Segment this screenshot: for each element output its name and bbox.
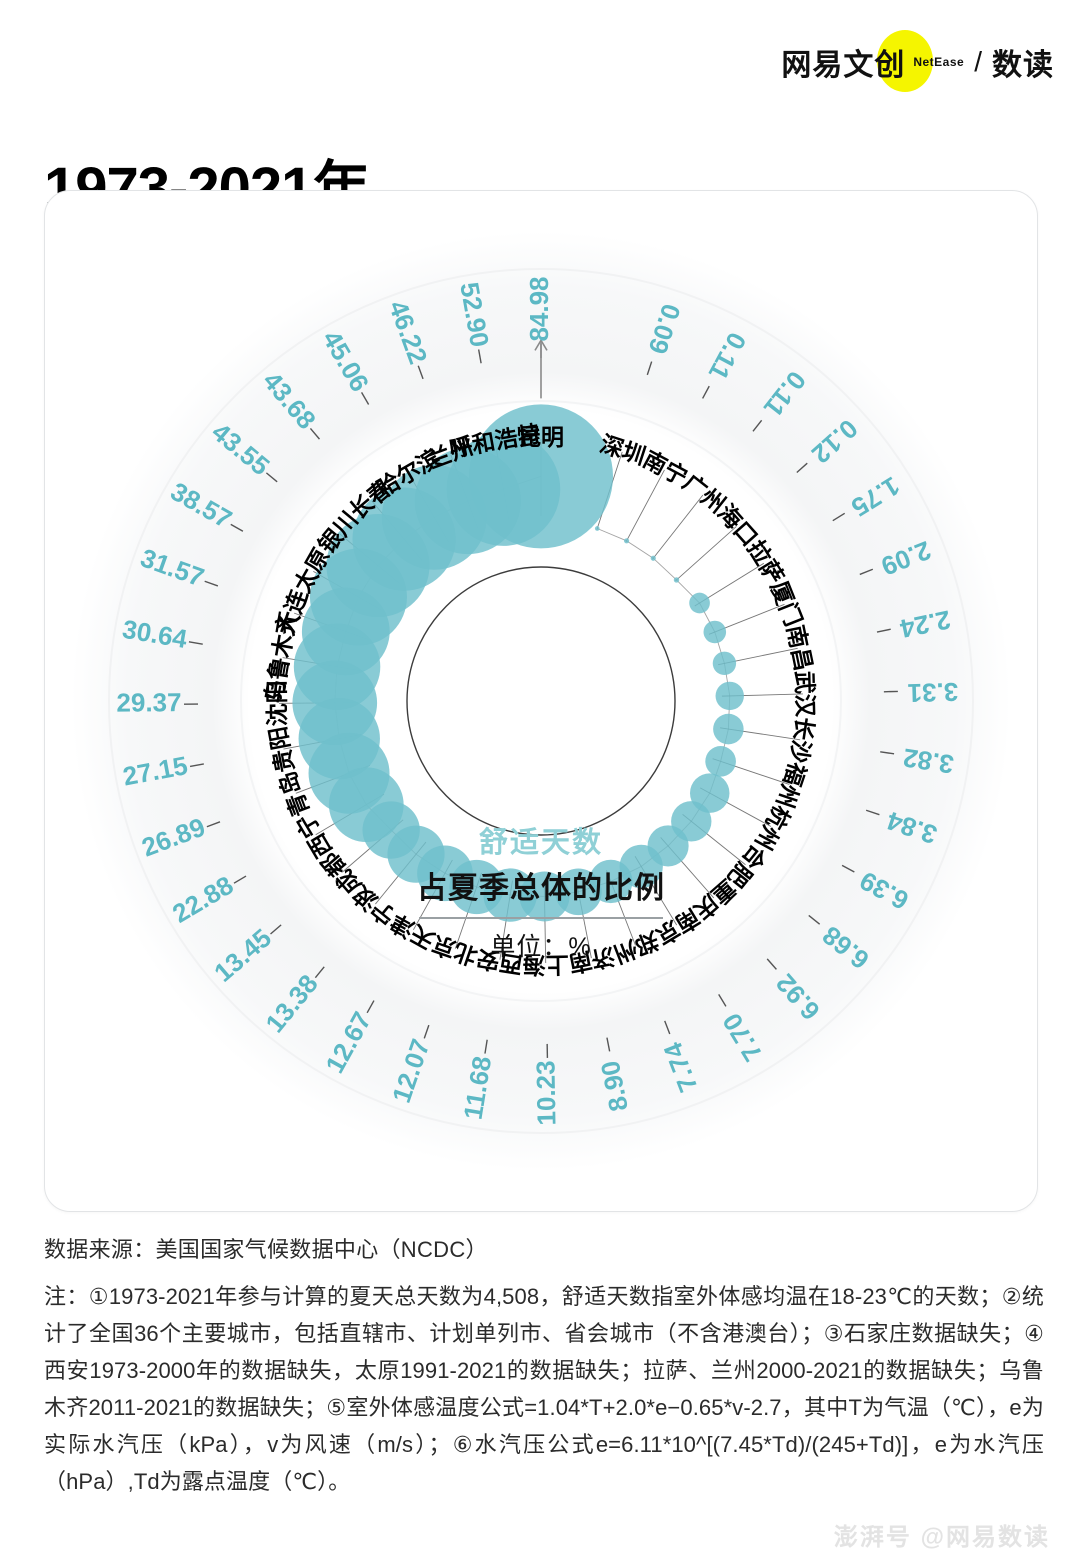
bubble-深圳[interactable] [594,526,600,531]
chart-center-legend: 舒适天数 占夏季总体的比例 单位：% [391,819,691,963]
logo-yellow-circle-icon [877,30,934,92]
max-value-arrow-icon [534,338,548,399]
logo-slash: / [974,46,982,77]
center-title: 舒适天数 [478,827,603,859]
bubble-南宁[interactable] [623,538,630,544]
value-label-昆明: 84.98 [524,276,554,341]
logo-text-cn: 网易文创 [781,49,906,82]
city-label-沈阳: 沈阳 [264,680,290,726]
footnote: 注：①1973-2021年参与计算的夏天总天数为4,508，舒适天数指室外体感均… [44,1284,1044,1494]
center-divider [419,917,663,919]
bubble-海口[interactable] [673,577,680,583]
bubble-长沙[interactable] [713,713,744,745]
watermark: 澎湃号 @网易数读 [833,1524,1050,1551]
logo-text-en: NetEase [913,55,965,69]
center-unit: 单位：% [490,933,592,961]
bubble-南昌[interactable] [712,651,737,676]
data-source: 数据来源：美国国家气候数据中心（NCDC） [44,1237,488,1262]
value-label-沈阳: 29.37 [116,687,181,718]
center-subtitle: 占夏季总体的比例 [417,872,665,905]
chart-card: 昆明 84.98 呼和浩特 52.90 兰州 46.22 哈尔滨 45.06 长春 43.68 银川… [44,190,1038,1212]
page-header: 1973-2021年， 国内的主要城市夏季舒适天数排行 网易文创 NetEase… [0,0,1080,419]
bubble-厦门[interactable] [703,620,727,644]
logo-text-cn2: 数读 [992,49,1054,82]
city-label-上海: 上海 [523,951,569,978]
brand-logo: 网易文创 NetEase / 数读 [781,30,1054,92]
bubble-拉萨[interactable] [689,592,710,614]
value-label-上海: 10.23 [530,1060,561,1126]
value-label-武汉: 3.31 [907,677,958,708]
city-label-武汉: 武汉 [791,671,818,719]
bubble-杭州[interactable] [689,773,730,813]
bubble-福州[interactable] [705,746,736,777]
city-label-昆明: 昆明 [518,424,564,450]
bubble-武汉[interactable] [715,681,744,711]
center-ring [406,566,676,836]
radial-bubble-chart: 昆明84.98呼和浩特52.90兰州46.22哈尔滨45.06长春43.68银川… [71,231,1011,1171]
bubble-合肥[interactable] [671,801,712,842]
value-label-长沙: 3.82 [901,743,955,780]
footer: 数据来源：美国国家气候数据中心（NCDC） 注：①1973-2021年参与计算的… [44,1232,1044,1500]
bubble-广州[interactable] [650,555,656,561]
